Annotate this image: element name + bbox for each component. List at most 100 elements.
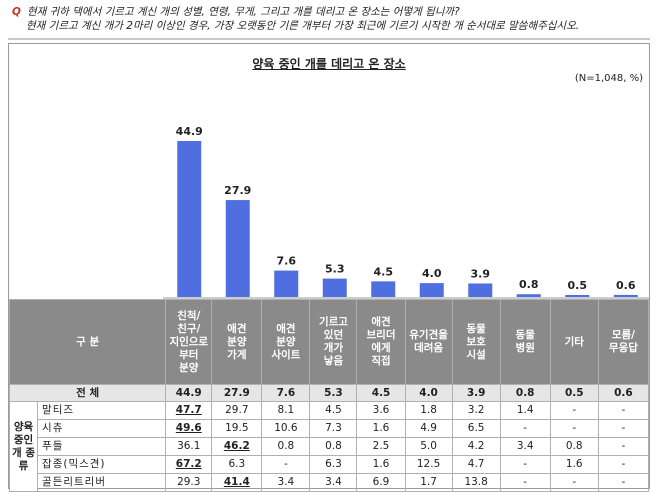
table-cell: 4.5 xyxy=(309,401,358,420)
total-cell-0: 44.9 xyxy=(165,384,213,402)
table-cell: - xyxy=(549,419,599,438)
table-cell: 8.1 xyxy=(261,401,311,420)
total-cell-2: 7.6 xyxy=(261,384,311,402)
table-cell: 0.8 xyxy=(261,437,311,456)
column-header-3: 기르고 있던 개가 낳음 xyxy=(309,299,358,385)
column-header-5: 유기견을 데려옴 xyxy=(404,299,453,385)
table-cell: 1.6 xyxy=(356,419,406,438)
bar-value-label-0: 44.9 xyxy=(176,125,203,138)
bar-4 xyxy=(371,281,396,297)
column-header-1-line-0: 애견 xyxy=(227,322,247,335)
table-cell: 49.6 xyxy=(165,419,213,438)
table-cell: - xyxy=(499,419,551,438)
bar-0 xyxy=(177,141,202,297)
table-cell: 46.2 xyxy=(211,437,263,456)
question-block: Q 현재 귀하 댁에서 기르고 계신 개의 성별, 연령, 무게, 그리고 개를 … xyxy=(12,5,648,33)
group-label-line-1: 중인 xyxy=(13,433,34,446)
bar-9 xyxy=(613,294,638,297)
row-label: 시츄 xyxy=(37,419,167,438)
table-cell: 29.7 xyxy=(211,401,263,420)
column-header-6: 동물 보호 시설 xyxy=(451,299,501,385)
bar-value-label-2: 7.6 xyxy=(277,255,297,268)
column-header-6-line-0: 동물 xyxy=(466,322,486,335)
column-header-4: 애견 브리더 에게 직접 xyxy=(356,299,406,385)
column-header-0-line-3: 부터 xyxy=(179,348,199,361)
column-header-3-line-0: 기르고 xyxy=(318,316,348,328)
table-row: 푸들 36.1 46.2 0.8 0.8 2.5 5.0 4.2 3.4 0.8- xyxy=(10,437,650,456)
column-header-1: 애견 분양 가게 xyxy=(211,299,263,385)
table-cell: 13.8 xyxy=(451,473,501,492)
column-header-4-line-1: 브리더 xyxy=(366,329,396,341)
column-header-6-line-2: 시설 xyxy=(466,348,486,361)
bar-3 xyxy=(322,278,347,297)
table-cell: - xyxy=(597,437,650,456)
column-header-8: 기타 xyxy=(549,299,599,385)
table-cell: 1.7 xyxy=(404,473,453,492)
question-text-1: 현재 귀하 댁에서 기르고 계신 개의 성별, 연령, 무게, 그리고 개를 데… xyxy=(26,6,460,18)
bar-8 xyxy=(565,295,590,297)
column-header-9: 모름/무응답 xyxy=(597,299,650,385)
column-header-2-line-1: 분양 xyxy=(276,335,296,348)
table-corner-label: 구 분 xyxy=(8,299,167,385)
column-header-6-line-1: 보호 xyxy=(466,335,486,348)
table-cell: - xyxy=(597,401,650,420)
bar-value-label-5: 4.0 xyxy=(422,267,442,280)
column-header-0: 친척/친구/지인으로 부터 분양 xyxy=(165,299,213,385)
column-header-5-line-1: 데려옴 xyxy=(414,342,444,354)
column-header-4-line-3: 직접 xyxy=(371,355,391,367)
column-header-7-line-0: 동물 xyxy=(515,329,535,341)
table-cell: 6.3 xyxy=(309,455,358,474)
bar-value-label-8: 0.5 xyxy=(568,279,588,292)
total-row: 전 체 44.9 27.9 7.6 5.3 4.5 4.0 3.9 0.8 0.5 0.6 xyxy=(8,384,650,402)
table-cell: 1.6 xyxy=(356,455,406,474)
table-cell: 47.7 xyxy=(165,401,213,420)
table-cell: 1.8 xyxy=(404,401,453,420)
bar-value-label-7: 0.8 xyxy=(519,278,539,291)
table-cell: - xyxy=(499,473,551,492)
total-cell-6: 3.9 xyxy=(451,384,501,402)
total-cell-7: 0.8 xyxy=(499,384,551,402)
question-line-2: 현재 기르고 계신 개가 2마리 이상인 경우, 가장 오랫동안 기른 개부터 … xyxy=(26,20,580,32)
column-header-4-line-0: 애견 xyxy=(371,316,391,328)
table-cell: 12.5 xyxy=(404,455,453,474)
table-cell: 5.0 xyxy=(404,437,453,456)
table-cell: - xyxy=(499,455,551,474)
bar-7 xyxy=(516,294,541,297)
group-label-line-2: 개 종류 xyxy=(12,446,35,472)
table-cell: - xyxy=(261,455,311,474)
table-cell: 0.8 xyxy=(549,437,599,456)
table-cell: 1.4 xyxy=(499,401,551,420)
table-row: 시츄 49.6 19.5 10.6 7.3 1.6 4.9 6.5- - - xyxy=(10,419,650,438)
column-header-2-line-2: 사이트 xyxy=(271,348,301,361)
column-header-3-line-2: 개가 xyxy=(323,342,344,354)
table-cell: 3.2 xyxy=(451,401,501,420)
table-row: 잡종(믹스견) 67.2 6.3-6.3 1.6 12.5 4.7-1.6- xyxy=(10,455,650,474)
column-header-2-line-0: 애견 xyxy=(276,322,296,335)
question-line-1: Q 현재 귀하 댁에서 기르고 계신 개의 성별, 연령, 무게, 그리고 개를 … xyxy=(12,5,648,19)
header-separator xyxy=(8,38,650,40)
table-cell: 7.3 xyxy=(309,419,358,438)
bar-2 xyxy=(274,270,299,297)
table-cell: 29.3 xyxy=(165,473,213,492)
group-label-line-0: 양육 xyxy=(13,420,34,433)
column-header-7-line-1: 병원 xyxy=(515,342,535,354)
chart-title: 양육 중인 개를 데리고 온 장소 xyxy=(252,57,406,71)
total-cell-8: 0.5 xyxy=(549,384,599,402)
column-header-0-line-4: 분양 xyxy=(179,361,199,374)
column-header-9-line-0: 모름/ xyxy=(611,329,635,341)
bar-value-label-3: 5.3 xyxy=(325,263,345,276)
total-cell-9: 0.6 xyxy=(597,384,650,402)
group-label: 양육 중인 개 종류 xyxy=(8,401,39,492)
table-cell: 6.9 xyxy=(356,473,406,492)
table-row: 골든리트리버 29.3 41.4 3.4 3.4 6.9 1.7 13.8- - - xyxy=(10,473,650,492)
question-marker: Q xyxy=(12,6,21,18)
bar-value-label-1: 27.9 xyxy=(224,184,251,197)
table-cell: 4.9 xyxy=(404,419,453,438)
table-cell: 0.8 xyxy=(309,437,358,456)
bar-5 xyxy=(419,283,444,297)
row-label: 푸들 xyxy=(37,437,167,456)
bar-value-label-6: 3.9 xyxy=(471,267,491,280)
bar-6 xyxy=(468,283,493,297)
column-header-3-line-3: 낳음 xyxy=(323,355,344,367)
total-row-label: 전 체 xyxy=(8,384,167,402)
